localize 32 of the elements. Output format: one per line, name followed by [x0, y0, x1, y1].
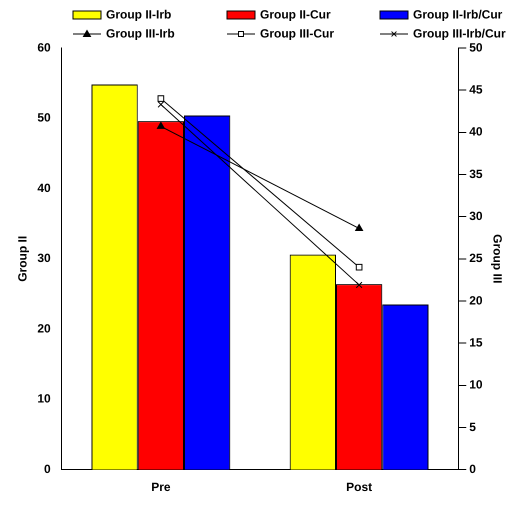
x-tick-label: Post — [346, 480, 372, 494]
legend-label: Group II-Irb — [106, 7, 172, 22]
legend-label: Group III-Cur — [260, 26, 334, 40]
legend-label: Group II-Irb/Cur — [413, 7, 503, 22]
point — [158, 95, 164, 102]
y-tick-label: 20 — [37, 321, 52, 336]
y2-axis-title: Group III — [490, 234, 504, 284]
y2-tick-label: 20 — [469, 293, 483, 308]
point — [356, 264, 362, 271]
y2-tick-label: 45 — [469, 82, 483, 96]
y-tick-label: 40 — [37, 180, 52, 195]
y2-tick-label: 5 — [469, 420, 476, 434]
y-tick-label: 50 — [37, 110, 52, 125]
legend-label: Group III-Irb/Cur — [413, 26, 506, 40]
y2-tick-label: 50 — [469, 40, 483, 54]
y2-tick-label: 0 — [469, 462, 476, 476]
y-axis-title: Group II — [16, 236, 30, 282]
y-tick-label: 10 — [37, 392, 52, 406]
y2-tick-label: 30 — [469, 208, 483, 223]
point — [356, 282, 362, 288]
y-tick-label: 30 — [37, 251, 52, 266]
y-tick-label: 0 — [44, 462, 52, 476]
y2-tick-label: 35 — [469, 166, 483, 181]
y2-tick-label: 10 — [469, 378, 483, 392]
legend-label: Group II-Cur — [260, 7, 331, 22]
y2-tick-label: 40 — [469, 124, 483, 139]
x-tick-label: Pre — [151, 480, 171, 494]
y2-tick-label: 25 — [469, 251, 483, 266]
legend-label: Group III-Irb — [106, 26, 175, 40]
point — [158, 101, 164, 108]
y2-tick-label: 15 — [469, 335, 483, 350]
y-tick-label: 60 — [37, 40, 52, 54]
